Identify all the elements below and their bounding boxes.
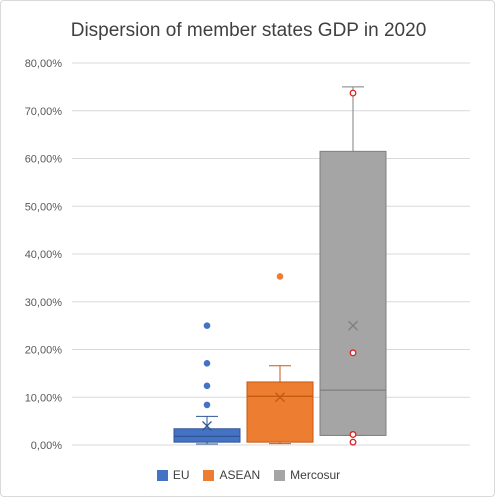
legend-swatch <box>203 469 215 481</box>
outlier-point <box>349 349 357 357</box>
outlier-point <box>203 322 211 329</box>
outlier-point <box>349 431 357 438</box>
box-iqr <box>246 381 314 443</box>
box-iqr <box>173 428 241 443</box>
y-tick-label: 80,00% <box>25 58 63 70</box>
legend: EU ASEAN Mercosur <box>0 468 497 482</box>
chart-title: Dispersion of member states GDP in 2020 <box>70 20 427 41</box>
legend-label: Mercosur <box>290 468 341 482</box>
outlier-point <box>203 382 211 390</box>
legend-label: EU <box>172 468 190 482</box>
y-tick-label: 20,00% <box>25 345 63 357</box>
outlier-point <box>203 360 211 367</box>
outlier-point <box>276 273 284 280</box>
legend-item-mercosur: Mercosur <box>274 468 340 482</box>
box-asean <box>246 273 314 445</box>
y-tick-label: 30,00% <box>25 297 63 309</box>
legend-swatch <box>274 469 286 481</box>
mean-marker <box>275 392 285 403</box>
legend-item-asean: ASEAN <box>203 468 260 482</box>
y-tick-label: 10,00% <box>25 392 63 404</box>
box-mercosur <box>319 86 387 446</box>
box-iqr <box>319 150 387 436</box>
outlier-point <box>349 438 357 446</box>
legend-item-eu: EU <box>156 468 190 482</box>
y-tick-label: 70,00% <box>25 106 63 118</box>
box-series <box>173 86 387 446</box>
outlier-point <box>203 401 211 409</box>
y-tick-label: 0,00% <box>31 440 62 452</box>
mean-marker <box>348 320 358 331</box>
y-tick-label: 60,00% <box>25 154 63 166</box>
mean-marker <box>202 420 212 431</box>
y-tick-label: 40,00% <box>25 249 63 261</box>
outlier-point <box>349 89 357 97</box>
box-eu <box>173 322 241 445</box>
legend-label: ASEAN <box>219 468 261 482</box>
y-axis-ticks: 0,00% 10,00% 20,00% 30,00% 40,00% 50,00% 60,00… <box>25 58 63 452</box>
y-tick-label: 50,00% <box>25 201 63 213</box>
legend-swatch <box>156 469 168 481</box>
